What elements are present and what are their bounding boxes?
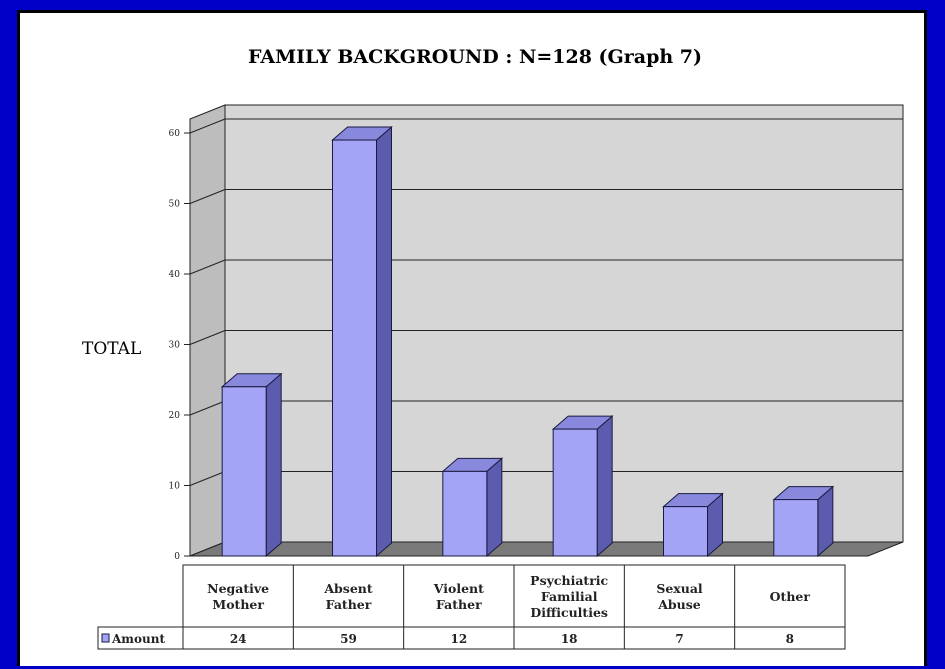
bar (220, 372, 283, 558)
bar-side (376, 125, 392, 558)
left-wall (189, 104, 226, 557)
y-tick-label: 10 (169, 482, 181, 492)
legend-series-name: Amount (111, 632, 165, 646)
data-value-label: 8 (786, 632, 794, 646)
category-label: Psychiatric Familial Difficulties (530, 573, 608, 620)
data-table: Amount Negative Mother 24 Absent Father 59 Viol… (97, 564, 846, 650)
legend-swatch (101, 633, 110, 643)
y-tick-label: 0 (174, 552, 180, 562)
data-value-label: 59 (340, 632, 357, 646)
bar-side (486, 457, 503, 558)
y-tick-label: 30 (169, 341, 181, 351)
data-value-label: 12 (450, 632, 467, 646)
category-label: Violent Father (433, 581, 484, 612)
bar (441, 457, 504, 558)
y-tick-label: 20 (169, 411, 181, 421)
bar (551, 415, 614, 558)
bar-front (552, 428, 598, 557)
gridline-side (189, 400, 226, 416)
gridline-side (189, 118, 226, 134)
gridline-side (189, 330, 226, 345)
bar-side (265, 372, 282, 558)
bar (772, 485, 835, 558)
bar-front (332, 139, 377, 557)
gridline-side (189, 189, 226, 204)
bar-side (596, 415, 613, 558)
table-value-row (97, 626, 846, 650)
category-label: Absent Father (323, 581, 373, 612)
y-axis-label: TOTAL (82, 339, 141, 359)
bar-front (773, 499, 819, 557)
y-tick-label: 50 (169, 200, 181, 210)
category-label: Sexual Abuse (656, 581, 703, 612)
bar-front (663, 506, 708, 557)
bar (662, 492, 724, 558)
data-value-label: 7 (675, 632, 683, 646)
bars (220, 125, 835, 558)
y-tick-label: 60 (169, 129, 181, 139)
category-label: Other (770, 589, 811, 604)
bar-front (221, 386, 267, 557)
bar-chart: 0 10 20 30 40 50 60 Amount Negative Mother 24 Abse… (82, 46, 904, 650)
bar-front (442, 470, 488, 557)
bar (331, 125, 393, 558)
chart-title: FAMILY BACKGROUND : N=128 (Graph 7) (248, 46, 702, 68)
y-tick-label: 40 (169, 270, 181, 280)
chart-frame: 0 10 20 30 40 50 60 Amount Negative Mother 24 Abse… (17, 10, 927, 666)
data-value-label: 24 (230, 632, 247, 646)
gridline-side (189, 471, 226, 486)
gridline-side (189, 259, 226, 275)
category-label: Negative Mother (207, 581, 269, 612)
y-axis-ticks: 0 10 20 30 40 50 60 (169, 129, 191, 562)
data-value-label: 18 (561, 632, 578, 646)
